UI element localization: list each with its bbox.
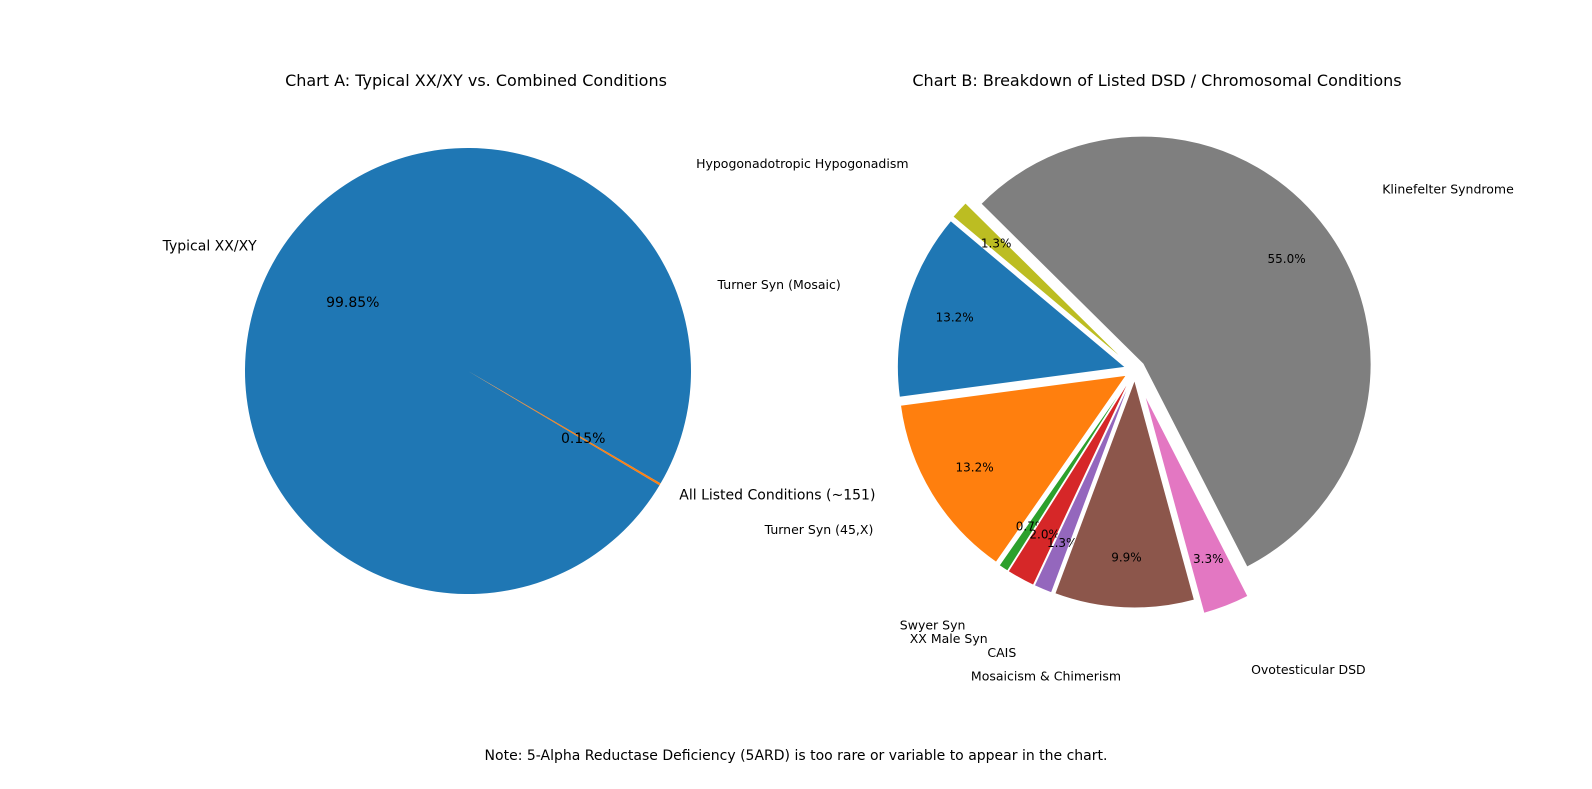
chart-a: Chart A: Typical XX/XY vs. Combined Cond… bbox=[162, 71, 875, 595]
percent-label-turner-syn-45-x: 13.2% bbox=[956, 461, 994, 475]
slice-turner-syn-mosaic bbox=[896, 219, 1127, 398]
category-label-ovotesticular-dsd: Ovotesticular DSD bbox=[1251, 662, 1366, 677]
slice-hypogonadotropic-hypogonadism bbox=[952, 202, 1128, 364]
slice-turner-syn-45-x bbox=[899, 374, 1128, 563]
chart-a-title: Chart A: Typical XX/XY vs. Combined Cond… bbox=[285, 71, 667, 90]
slice-ovotesticular-dsd bbox=[1143, 393, 1249, 614]
category-label-cais: CAIS bbox=[987, 645, 1016, 660]
slice-xx-male-syn bbox=[1007, 378, 1131, 586]
percent-label-turner-syn-mosaic: 13.2% bbox=[936, 311, 974, 325]
slice-klinefelter-syndrome bbox=[980, 135, 1372, 568]
category-label-typical-xx-xy: Typical XX/XY bbox=[162, 238, 258, 254]
slice-typical-xx-xy bbox=[244, 148, 691, 595]
category-label-turner-syn-45-x: Turner Syn (45,X) bbox=[764, 522, 874, 537]
slice-cais bbox=[1033, 379, 1132, 594]
chart-b: Chart B: Breakdown of Listed DSD / Chrom… bbox=[696, 71, 1514, 684]
percent-label-cais: 1.3% bbox=[1047, 536, 1078, 550]
category-label-klinefelter-syndrome: Klinefelter Syndrome bbox=[1382, 181, 1514, 196]
percent-label-klinefelter-syndrome: 55.0% bbox=[1267, 252, 1305, 266]
percent-label-hypogonadotropic-hypogonadism: 1.3% bbox=[981, 236, 1012, 250]
slice-mosaicism-chimerism bbox=[1054, 378, 1196, 609]
percent-label-typical-xx-xy: 99.85% bbox=[326, 295, 379, 311]
category-label-hypogonadotropic-hypogonadism: Hypogonadotropic Hypogonadism bbox=[696, 156, 908, 171]
percent-label-all-listed-conditions-151: 0.15% bbox=[561, 431, 605, 447]
category-label-xx-male-syn: XX Male Syn bbox=[910, 631, 988, 646]
footnote: Note: 5-Alpha Reductase Deficiency (5ARD… bbox=[484, 748, 1108, 764]
slice-swyer-syn bbox=[998, 378, 1130, 572]
percent-label-ovotesticular-dsd: 3.3% bbox=[1193, 552, 1224, 566]
percent-label-xx-male-syn: 2.0% bbox=[1029, 528, 1060, 542]
category-label-mosaicism-chimerism: Mosaicism & Chimerism bbox=[971, 669, 1121, 684]
category-label-all-listed-conditions-151: All Listed Conditions (~151) bbox=[679, 488, 875, 504]
slice-all-listed-conditions-151 bbox=[468, 371, 661, 486]
category-label-swyer-syn: Swyer Syn bbox=[900, 618, 966, 633]
percent-label-mosaicism-chimerism: 9.9% bbox=[1111, 551, 1142, 565]
category-label-turner-syn-mosaic: Turner Syn (Mosaic) bbox=[717, 277, 841, 292]
chart-b-title: Chart B: Breakdown of Listed DSD / Chrom… bbox=[912, 71, 1401, 90]
